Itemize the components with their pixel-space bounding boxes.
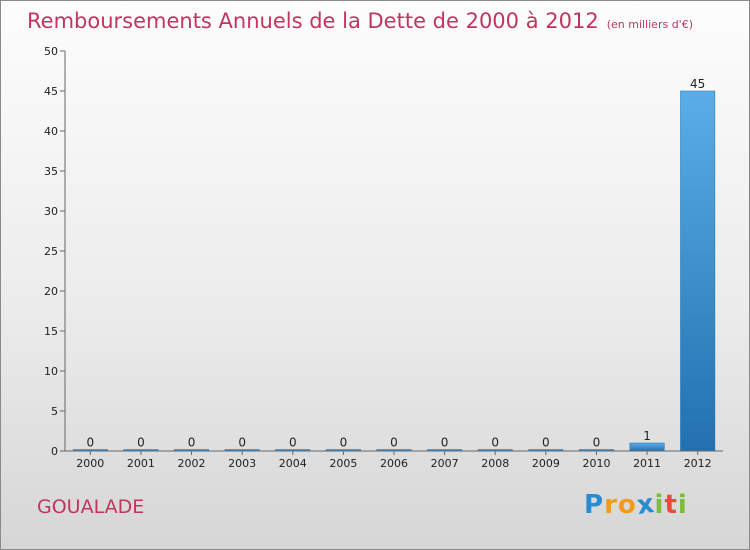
- data-label: 0: [542, 436, 550, 450]
- bar-series: 0 0 0 0 0 0 0 0 0 0 0 1 45: [72, 77, 716, 452]
- y-tick-label: 15: [44, 325, 58, 338]
- data-label: 0: [238, 436, 246, 450]
- data-label: 0: [390, 436, 398, 450]
- x-tick-label: 2007: [431, 457, 459, 470]
- logo-letter: P: [584, 490, 605, 520]
- data-label: 0: [289, 436, 297, 450]
- data-label: 45: [690, 77, 705, 91]
- x-tick-label: 2004: [279, 457, 307, 470]
- title-text: Remboursements Annuels de la Dette de 20…: [27, 9, 599, 33]
- data-label: 0: [441, 436, 449, 450]
- x-tick-label: 2008: [481, 457, 509, 470]
- bar: [629, 442, 665, 452]
- logo-letter: i: [654, 490, 665, 520]
- x-tick-label: 2002: [178, 457, 206, 470]
- x-tick-label: 2009: [532, 457, 560, 470]
- data-label: 0: [491, 436, 499, 450]
- logo-letter: t: [664, 490, 678, 520]
- chart-subtitle: (en milliers d'€): [606, 18, 693, 31]
- data-label: 1: [643, 429, 651, 443]
- y-axis: 0 5 10 15 20 25 30 35 40 45 50: [44, 45, 66, 458]
- chart-title: Remboursements Annuels de la Dette de 20…: [27, 9, 693, 33]
- bar: [680, 90, 716, 452]
- y-tick-label: 5: [51, 405, 58, 418]
- x-tick-label: 2005: [329, 457, 357, 470]
- data-label: 0: [593, 436, 601, 450]
- x-tick-label: 2003: [228, 457, 256, 470]
- y-tick-label: 10: [44, 365, 58, 378]
- x-tick-label: 2006: [380, 457, 408, 470]
- data-label: 0: [86, 436, 94, 450]
- logo-letter: o: [617, 490, 637, 520]
- x-axis: 2000 2001 2002 2003 2004 2005 2006 2007 2008 2009…: [65, 450, 723, 470]
- y-tick-label: 20: [44, 285, 58, 298]
- y-tick-label: 40: [44, 125, 58, 138]
- data-label: 0: [340, 436, 348, 450]
- logo-letter: i: [677, 490, 688, 520]
- x-tick-label: 2011: [633, 457, 661, 470]
- x-tick-label: 2000: [76, 457, 104, 470]
- y-tick-label: 30: [44, 205, 58, 218]
- x-tick-label: 2010: [582, 457, 610, 470]
- x-tick-label: 2012: [684, 457, 712, 470]
- data-label: 0: [137, 436, 145, 450]
- commune-name: GOUALADE: [37, 496, 145, 518]
- y-tick-label: 45: [44, 85, 58, 98]
- logo-letter: x: [634, 488, 657, 522]
- logo-letter: r: [604, 490, 618, 520]
- y-tick-label: 50: [44, 45, 58, 58]
- data-label: 0: [188, 436, 196, 450]
- x-tick-label: 2001: [127, 457, 155, 470]
- y-tick-label: 25: [44, 245, 58, 258]
- proxiti-logo: Proxiti: [584, 488, 688, 522]
- y-tick-label: 0: [51, 445, 58, 458]
- y-tick-label: 35: [44, 165, 58, 178]
